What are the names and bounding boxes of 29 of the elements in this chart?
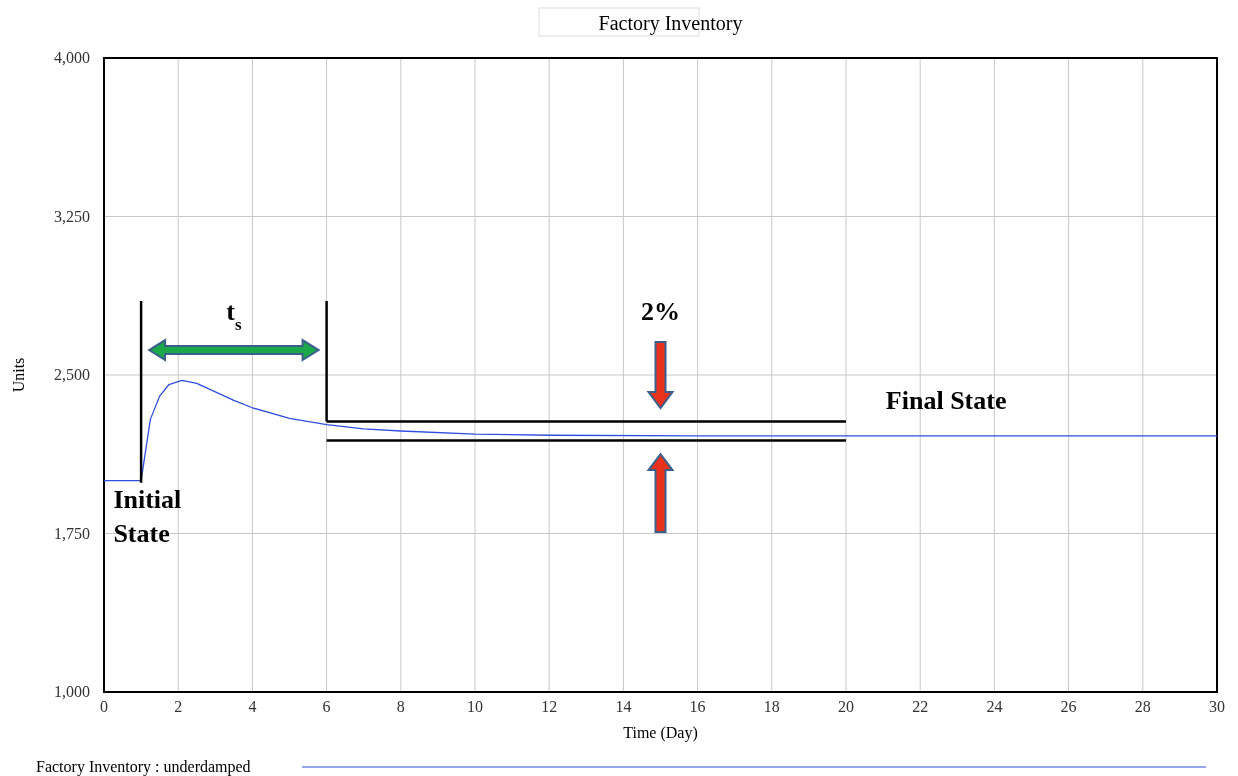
y-tick-label: 3,250	[54, 207, 90, 225]
x-tick-label: 4	[248, 698, 257, 715]
x-tick-label: 16	[689, 698, 706, 715]
x-axis-title: Time (Day)	[623, 724, 698, 742]
x-tick-label: 8	[396, 698, 405, 715]
x-tick-label: 12	[541, 698, 558, 715]
annotation: t$_{s}$	[226, 297, 242, 334]
x-tick-label: 26	[1060, 698, 1077, 715]
y-tick-label: 1,750	[54, 524, 90, 542]
text: Factory Inventory : underdamped	[36, 758, 251, 776]
annotation: Final State	[885, 385, 1007, 415]
annotation: 2%	[641, 297, 680, 327]
x-tick-label: 14	[615, 698, 632, 715]
x-tick-label: 10	[467, 698, 483, 715]
x-tick-label: 22	[912, 698, 929, 715]
annotation: Initial State	[113, 485, 182, 549]
x-tick-label: 0	[100, 698, 108, 715]
chart-title: Factory Inventory	[598, 12, 743, 35]
y-tick-label: 2,500	[54, 366, 90, 383]
x-tick-label: 6	[322, 698, 331, 715]
y-axis-title: Units	[10, 357, 27, 393]
x-tick-label: 28	[1134, 698, 1151, 715]
x-tick-label: 2	[174, 698, 183, 715]
x-tick-label: 20	[838, 698, 854, 715]
y-tick-label: 1,000	[54, 683, 90, 700]
x-tick-label: 24	[986, 698, 1003, 715]
y-tick-label: 4,000	[54, 49, 90, 66]
x-tick-label: 18	[763, 698, 780, 715]
x-tick-label: 30	[1209, 698, 1225, 715]
